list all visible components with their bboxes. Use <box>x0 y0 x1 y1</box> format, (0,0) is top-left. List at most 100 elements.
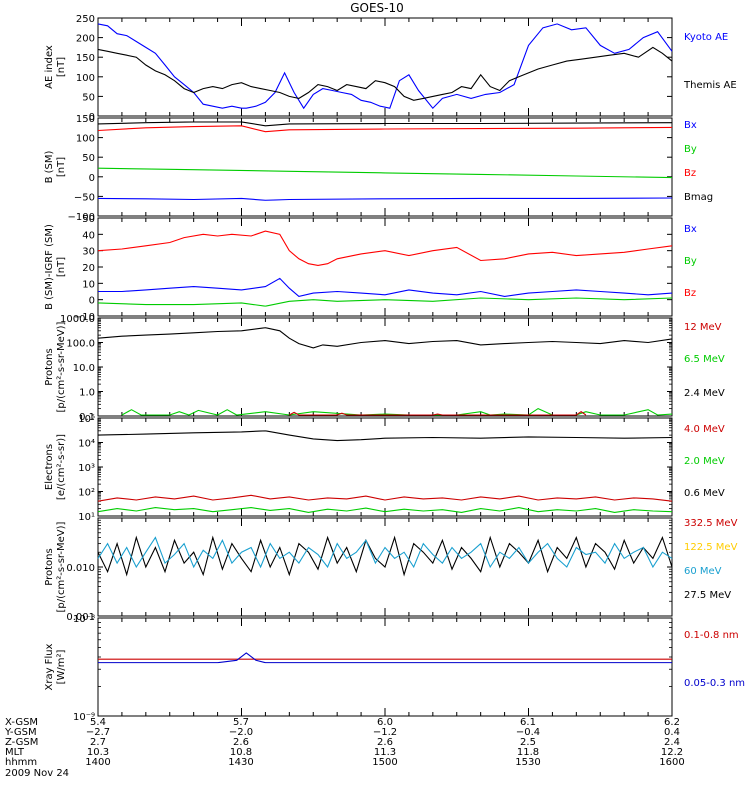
y-tick-label: 10.0 <box>73 363 95 374</box>
panel-4: 0.1 1.0 10.0 100.0 1000.0 Protons [p/(cm²-s-sr… <box>44 314 725 423</box>
y-tick-label: 10³ <box>78 463 95 474</box>
y-tick-label: 10⁻⁸ <box>73 614 95 625</box>
y-tick-label: 10⁻⁹ <box>73 712 95 723</box>
legend-label: Bz <box>684 288 696 299</box>
y-axis-label: AE index <box>44 45 55 89</box>
ephemeris-row-label: X-GSM <box>5 717 38 728</box>
series-line-bx <box>98 126 672 132</box>
legend-label: 122.5 MeV <box>684 542 738 553</box>
ephemeris-value: 1600 <box>659 757 684 768</box>
ephemeris-value: 0.4 <box>664 727 680 738</box>
y-axis-label: B (SM)-IGRF (SM) <box>44 224 55 310</box>
y-axis-label: Electrons <box>44 444 55 490</box>
y-tick-label: 10⁴ <box>78 439 95 450</box>
page-title: GOES-10 <box>350 1 404 15</box>
ephemeris-value: 6.0 <box>377 717 393 728</box>
legend-label: Kyoto AE <box>684 32 728 43</box>
panel-7: 10⁻⁹ 10⁻⁸ Xray Flux [W/m²] 0.1-0.8 nm 0.05-0.… <box>44 614 745 723</box>
legend-label: 4.0 MeV <box>684 424 725 435</box>
y-tick-label: 150 <box>76 114 95 125</box>
ephemeris-date: 2009 Nov 24 <box>5 768 69 779</box>
ephemeris-value: 5.4 <box>90 717 106 728</box>
ephemeris-value: 11.3 <box>374 747 396 758</box>
y-axis-label: Protons <box>44 548 55 585</box>
ephemeris-value: 5.7 <box>233 717 249 728</box>
series-line-bmag <box>98 122 672 126</box>
ephemeris-value: 1430 <box>228 757 253 768</box>
ephemeris-value: −2.7 <box>86 727 110 738</box>
series-group <box>98 328 672 415</box>
y-tick-label: 100 <box>76 134 95 145</box>
ephemeris-row-label: Z-GSM <box>5 737 38 748</box>
ephemeris-value: 6.1 <box>520 717 536 728</box>
series-line-27-5-mev <box>98 538 672 575</box>
panel-6: 0.001 0.010 Protons [p/(cm²-s-sr-MeV)] 332.5… <box>44 517 738 623</box>
y-tick-label: 10 <box>82 279 95 290</box>
legend-label: 6.5 MeV <box>684 354 725 365</box>
legend-label: 12 MeV <box>684 322 722 333</box>
panel-frame <box>97 117 673 217</box>
ephemeris-value: 2.6 <box>233 737 249 748</box>
series-group <box>98 538 672 575</box>
legend-label: 2.4 MeV <box>684 388 725 399</box>
legend-label: Themis AE <box>683 80 737 91</box>
panel-frame <box>97 17 673 117</box>
y-axis-label: B (SM) <box>44 150 55 183</box>
legend-label: Bmag <box>684 192 713 203</box>
series-line-by <box>98 168 672 177</box>
y-axis-label: [nT] <box>56 157 67 177</box>
series-line-12-mev <box>289 412 586 415</box>
series-line-6-5-mev <box>122 409 672 415</box>
y-tick-label: 0.010 <box>66 563 95 574</box>
y-tick-label: 100 <box>76 73 95 84</box>
y-tick-label: 1000.0 <box>60 314 95 325</box>
legend-label: 60 MeV <box>684 566 722 577</box>
y-tick-label: 200 <box>76 34 95 45</box>
y-tick-label: 0 <box>89 296 95 307</box>
y-axis-label: [nT] <box>56 57 67 77</box>
y-axis-label: Protons <box>44 348 55 385</box>
series-line-2-0-mev <box>98 508 672 513</box>
ephemeris-value: −2.0 <box>229 727 253 738</box>
legend-label: Bx <box>684 224 697 235</box>
y-tick-label: 20 <box>82 263 95 274</box>
panel-frame <box>97 617 673 717</box>
series-group <box>98 122 672 200</box>
y-axis-label: Xray Flux <box>44 643 55 690</box>
ephemeris-value: 2.4 <box>664 737 680 748</box>
y-tick-label: 250 <box>76 14 95 25</box>
y-tick-label: 100.0 <box>66 339 95 350</box>
panel-5: 10¹ 10² 10³ 10⁴ 10⁵ Electrons [e/(cm²-s-sr)] 4.… <box>44 414 725 523</box>
y-tick-label: −100 <box>68 212 95 223</box>
panel-frame <box>97 317 673 417</box>
ephemeris-value: 1400 <box>85 757 110 768</box>
ephemeris-row-label: MLT <box>5 747 25 758</box>
ephemeris-row-label: hhmm <box>5 757 37 768</box>
legend-label: 332.5 MeV <box>684 518 738 529</box>
series-line-2-4-mev <box>98 328 672 348</box>
y-tick-label: 50 <box>82 214 95 225</box>
y-tick-label: 50 <box>82 92 95 103</box>
y-tick-label: 0 <box>89 112 95 123</box>
ephemeris-value: 10.3 <box>87 747 109 758</box>
series-line-themis-ae <box>98 47 672 100</box>
y-tick-label: 50 <box>82 153 95 164</box>
y-tick-label: −50 <box>74 192 95 203</box>
y-axis-label: [p/(cm²-s-sr-MeV)] <box>56 521 67 612</box>
legend-label: Bx <box>684 120 697 131</box>
y-tick-label: 0 <box>89 173 95 184</box>
ephemeris-value: −1.2 <box>373 727 397 738</box>
ephemeris-row-label: Y-GSM <box>4 727 37 738</box>
y-tick-label: 10² <box>78 488 95 499</box>
ephemeris-value: 2.6 <box>377 737 393 748</box>
series-line-4-0-mev <box>98 495 672 501</box>
panel-2: −100 −50 0 50 100 150 B (SM) [nT] Bx By Bz Bmag <box>44 114 713 223</box>
legend-label: 0.6 MeV <box>684 488 725 499</box>
series-group <box>98 431 672 513</box>
series-group <box>98 24 672 108</box>
legend-label: 0.05-0.3 nm <box>684 678 745 689</box>
series-line-bz <box>98 198 672 200</box>
